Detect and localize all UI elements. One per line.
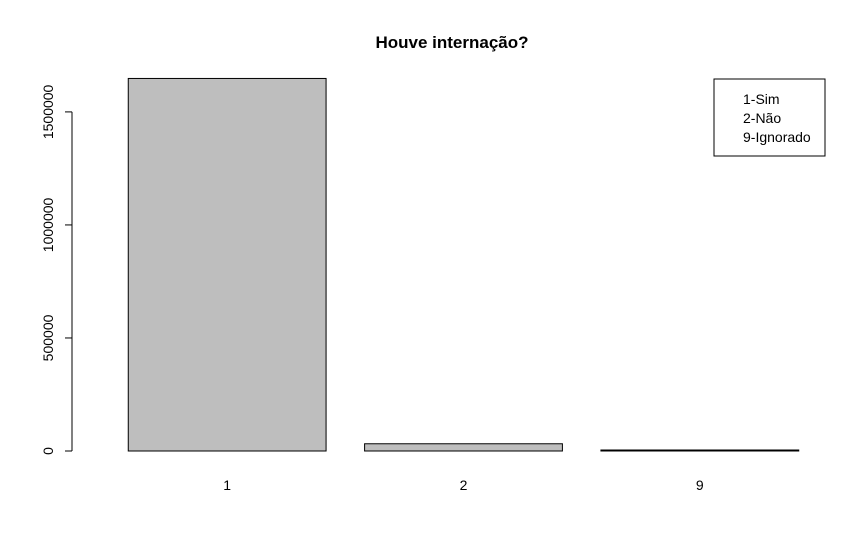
bars — [127, 77, 800, 452]
chart-title: Houve internação? — [375, 33, 528, 52]
bar-1 — [127, 77, 327, 452]
x-axis-labels: 1 2 9 — [223, 477, 704, 493]
legend-entry-2: 2-Não — [743, 110, 781, 126]
x-tick-label: 2 — [460, 477, 468, 493]
legend: 1-Sim 2-Não 9-Ignorado — [713, 78, 826, 157]
y-tick-label: 1000000 — [40, 197, 56, 252]
y-tick-label: 0 — [40, 447, 56, 455]
y-tick-label: 500000 — [40, 314, 56, 361]
legend-entry-3: 9-Ignorado — [743, 129, 811, 145]
bar-9 — [600, 449, 800, 452]
y-tick-label: 1500000 — [40, 84, 56, 139]
x-tick-label: 9 — [696, 477, 704, 493]
legend-box — [713, 78, 826, 157]
bar-2 — [364, 443, 563, 452]
legend-entry-1: 1-Sim — [743, 91, 780, 107]
x-tick-label: 1 — [223, 477, 231, 493]
y-axis: 0 500000 1000000 1500000 — [40, 84, 73, 455]
